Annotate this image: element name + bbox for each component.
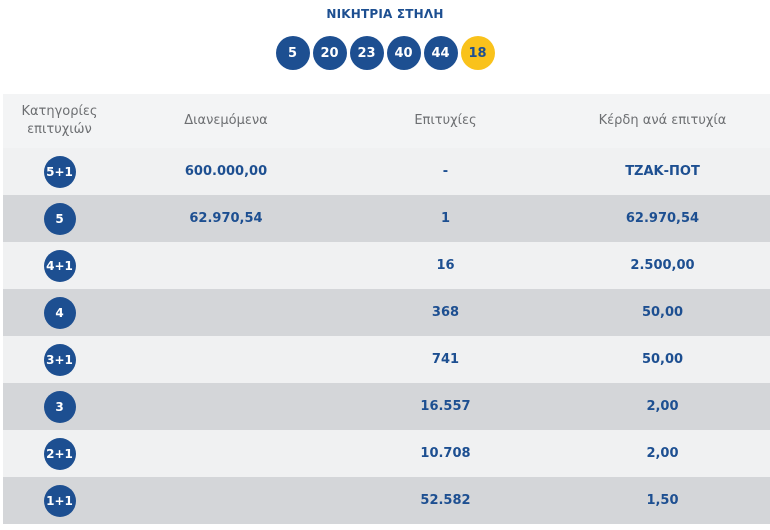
- winners-cell: 16.557: [420, 399, 471, 414]
- header-winners: Επιτυχίες: [414, 113, 477, 128]
- joker-number-ball: 18: [460, 36, 495, 70]
- distributed-cell: [116, 242, 336, 289]
- category-badge: 3+1: [43, 343, 76, 376]
- winners-cell: 368: [431, 305, 460, 320]
- category-badge: 1+1: [43, 484, 76, 517]
- category-badge: 3: [43, 390, 76, 423]
- prize-cell: 50,00: [641, 352, 684, 367]
- prize-cell: 2,00: [646, 446, 679, 461]
- table-row: 3+1 741 50,00: [3, 336, 770, 383]
- winners-cell: 52.582: [420, 493, 471, 508]
- winners-cell: 741: [431, 352, 460, 367]
- header-category: Κατηγορίες επιτυχιών: [21, 104, 98, 137]
- distributed-cell: 600.000,00: [184, 164, 268, 179]
- table-row: 2+1 10.708 2,00: [3, 430, 770, 477]
- winning-number-ball: 40: [386, 36, 421, 70]
- winning-number-ball: 44: [423, 36, 458, 70]
- winners-cell: -: [442, 164, 449, 179]
- prize-table: Κατηγορίες επιτυχιών Διανεμόμενα Επιτυχί…: [3, 94, 770, 524]
- category-badge: 2+1: [43, 437, 76, 470]
- table-row: 5 62.970,54 1 62.970,54: [3, 195, 770, 242]
- distributed-cell: [116, 477, 336, 524]
- prize-cell: 2,00: [646, 399, 679, 414]
- category-badge: 4+1: [43, 249, 76, 282]
- prize-cell: 62.970,54: [625, 211, 700, 226]
- prize-cell: 2.500,00: [630, 258, 695, 273]
- distributed-cell: [116, 289, 336, 336]
- table-row: 5+1 600.000,00 - ΤΖΑΚ-ΠΟΤ: [3, 148, 770, 195]
- category-badge: 4: [43, 296, 76, 329]
- prize-cell: 50,00: [641, 305, 684, 320]
- winning-number-ball: 5: [275, 36, 310, 70]
- winning-numbers: 5 20 23 40 44 18: [0, 36, 770, 70]
- table-row: 1+1 52.582 1,50: [3, 477, 770, 524]
- table-header-row: Κατηγορίες επιτυχιών Διανεμόμενα Επιτυχί…: [3, 94, 770, 148]
- distributed-cell: [116, 430, 336, 477]
- distributed-cell: 62.970,54: [189, 211, 263, 226]
- category-badge: 5+1: [43, 155, 76, 188]
- winners-cell: 10.708: [420, 446, 471, 461]
- winning-column-title: ΝΙΚΗΤΡΙΑ ΣΤΗΛΗ: [326, 7, 444, 21]
- table-row: 3 16.557 2,00: [3, 383, 770, 430]
- table-row: 4 368 50,00: [3, 289, 770, 336]
- distributed-cell: [116, 383, 336, 430]
- distributed-cell: [116, 336, 336, 383]
- table-row: 4+1 16 2.500,00: [3, 242, 770, 289]
- header-distributed: Διανεμόμενα: [184, 113, 268, 128]
- winning-number-ball: 20: [312, 36, 347, 70]
- category-badge: 5: [43, 202, 76, 235]
- winners-cell: 16: [436, 258, 455, 273]
- prize-cell: 1,50: [646, 493, 679, 508]
- winning-number-ball: 23: [349, 36, 384, 70]
- header-prize: Κέρδη ανά επιτυχία: [598, 113, 727, 128]
- winners-cell: 1: [440, 211, 451, 226]
- prize-cell: ΤΖΑΚ-ΠΟΤ: [625, 164, 700, 179]
